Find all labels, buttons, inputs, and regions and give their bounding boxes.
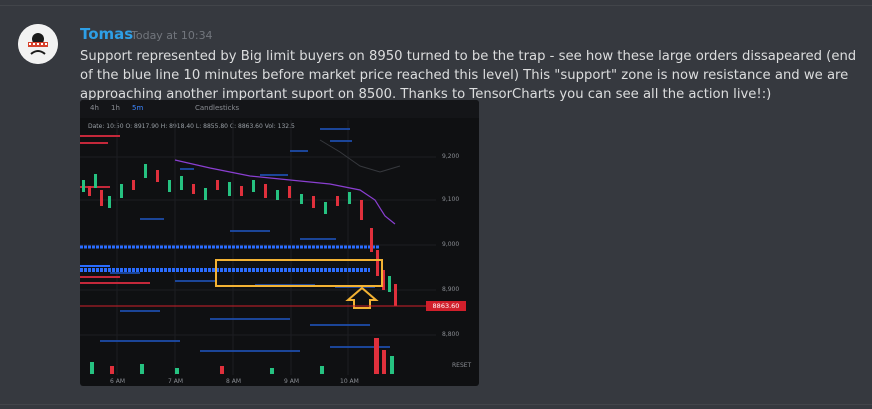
y-tick-label: 9,200: [442, 153, 460, 160]
x-tick-label: 10 AM: [340, 378, 359, 385]
top-divider: [0, 5, 872, 6]
chart-image-attachment[interactable]: 4h 1h 5m Candlesticks Date: 10:50 O: 891…: [80, 100, 479, 386]
ohlc-info: Date: 10:50 O: 8917.90 H: 8918.40 L: 885…: [88, 123, 295, 130]
tab-1h[interactable]: 1h: [111, 104, 120, 112]
message-text: Support represented by Big limit buyers …: [80, 49, 857, 102]
orderbook-dots: [100, 128, 390, 352]
volume-bars: [90, 338, 394, 374]
y-tick-label: 8,800: [442, 331, 460, 338]
highlight-box: [215, 259, 383, 287]
tab-4h[interactable]: 4h: [90, 104, 99, 112]
x-tick-label: 7 AM: [168, 378, 184, 385]
chart-tab-bar: 4h 1h 5m Candlesticks: [80, 100, 479, 118]
chart-canvas: [80, 120, 436, 375]
avatar-image: [18, 24, 58, 64]
y-tick-label: 9,000: [442, 241, 460, 248]
x-tick-label: 8 AM: [226, 378, 242, 385]
x-tick-label: 6 AM: [110, 378, 126, 385]
author-name[interactable]: Tomas: [80, 25, 134, 43]
current-price-badge: 8863.60: [426, 301, 466, 311]
message-timestamp: Today at 10:34: [131, 29, 213, 42]
x-tick-label: 9 AM: [284, 378, 300, 385]
reset-button[interactable]: RESET: [452, 362, 472, 369]
envelope-line: [319, 139, 401, 173]
tab-5m[interactable]: 5m: [132, 104, 144, 112]
moving-average-line: [174, 159, 396, 225]
y-tick-label: 8,900: [442, 286, 460, 293]
candles: [82, 164, 397, 306]
bottom-divider: [0, 404, 872, 405]
up-arrow-icon: [345, 286, 379, 309]
tab-candlesticks[interactable]: Candlesticks: [195, 104, 240, 112]
avatar[interactable]: [18, 24, 58, 64]
y-tick-label: 9,100: [442, 196, 460, 203]
